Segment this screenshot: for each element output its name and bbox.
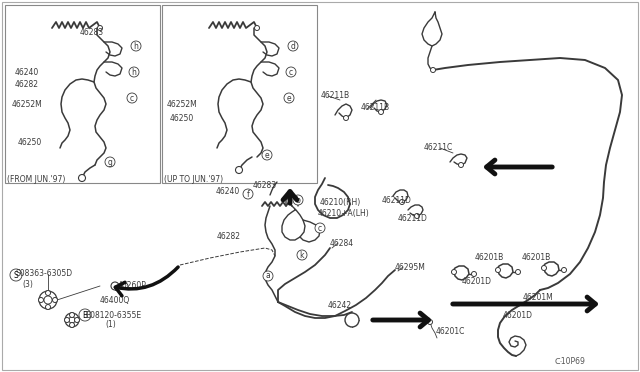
Text: S: S xyxy=(13,270,19,279)
Circle shape xyxy=(69,317,75,323)
Text: 46210+A(LH): 46210+A(LH) xyxy=(318,208,370,218)
Text: (UP TO JUN.'97): (UP TO JUN.'97) xyxy=(164,174,223,183)
Circle shape xyxy=(472,272,477,276)
Circle shape xyxy=(70,312,74,317)
Text: 46284: 46284 xyxy=(330,238,354,247)
Circle shape xyxy=(399,199,404,205)
Circle shape xyxy=(122,283,128,289)
Circle shape xyxy=(345,313,359,327)
Circle shape xyxy=(255,26,259,31)
Text: (FROM JUN.'97): (FROM JUN.'97) xyxy=(7,174,65,183)
Circle shape xyxy=(288,41,298,51)
Text: 46282: 46282 xyxy=(15,80,39,89)
Circle shape xyxy=(451,269,456,275)
Text: (3): (3) xyxy=(22,279,33,289)
Text: e: e xyxy=(287,93,291,103)
Circle shape xyxy=(297,250,307,260)
Circle shape xyxy=(431,67,435,73)
Circle shape xyxy=(38,298,44,302)
Text: g: g xyxy=(108,157,113,167)
Circle shape xyxy=(284,93,294,103)
Text: 46240: 46240 xyxy=(15,67,39,77)
Circle shape xyxy=(262,150,272,160)
Text: 46283: 46283 xyxy=(80,28,104,36)
Circle shape xyxy=(45,305,51,310)
Circle shape xyxy=(44,296,52,304)
Text: 46240: 46240 xyxy=(216,186,240,196)
Text: h: h xyxy=(132,67,136,77)
Bar xyxy=(5,5,160,183)
Text: a: a xyxy=(266,272,270,280)
Text: 46211D: 46211D xyxy=(398,214,428,222)
Text: k: k xyxy=(300,250,304,260)
Circle shape xyxy=(415,214,419,218)
Text: 46201M: 46201M xyxy=(523,292,554,301)
Circle shape xyxy=(495,267,500,273)
Circle shape xyxy=(515,269,520,275)
Text: 46211B: 46211B xyxy=(361,103,390,112)
Circle shape xyxy=(65,317,70,323)
Text: 46260P: 46260P xyxy=(118,282,147,291)
Text: c: c xyxy=(318,224,322,232)
Text: 46250: 46250 xyxy=(18,138,42,147)
Circle shape xyxy=(111,282,119,290)
Text: B08120-6355E: B08120-6355E xyxy=(85,311,141,320)
Text: 46211D: 46211D xyxy=(382,196,412,205)
Text: 46210(RH): 46210(RH) xyxy=(320,198,361,206)
Text: 46400Q: 46400Q xyxy=(100,295,131,305)
Text: c: c xyxy=(130,93,134,103)
Text: 46211B: 46211B xyxy=(321,90,350,99)
Bar xyxy=(162,5,317,183)
Text: (1): (1) xyxy=(105,321,116,330)
Text: 46252M: 46252M xyxy=(167,99,198,109)
Circle shape xyxy=(315,223,325,233)
Circle shape xyxy=(45,291,51,295)
Text: c: c xyxy=(289,67,293,77)
Circle shape xyxy=(127,93,137,103)
Circle shape xyxy=(458,163,463,167)
Text: d: d xyxy=(291,42,296,51)
Circle shape xyxy=(129,67,139,77)
Text: b: b xyxy=(296,196,300,205)
Text: 46201D: 46201D xyxy=(462,278,492,286)
Text: e: e xyxy=(265,151,269,160)
Circle shape xyxy=(131,41,141,51)
Text: 46201B: 46201B xyxy=(522,253,551,263)
Circle shape xyxy=(344,115,349,121)
Circle shape xyxy=(378,109,383,115)
Circle shape xyxy=(236,167,243,173)
Text: 46250: 46250 xyxy=(170,113,195,122)
Text: 46242: 46242 xyxy=(328,301,352,310)
Circle shape xyxy=(263,271,273,281)
Text: 46201D: 46201D xyxy=(503,311,533,321)
Circle shape xyxy=(428,320,433,324)
Text: 46282: 46282 xyxy=(217,231,241,241)
Circle shape xyxy=(39,291,57,309)
Circle shape xyxy=(70,323,74,327)
Circle shape xyxy=(561,267,566,273)
Circle shape xyxy=(105,157,115,167)
Circle shape xyxy=(286,67,296,77)
Circle shape xyxy=(293,195,303,205)
Text: 46295M: 46295M xyxy=(395,263,426,272)
Circle shape xyxy=(79,174,86,182)
Circle shape xyxy=(74,317,79,323)
Text: 46283: 46283 xyxy=(253,180,277,189)
Text: 46252M: 46252M xyxy=(12,99,43,109)
Text: S08363-6305D: S08363-6305D xyxy=(15,269,72,279)
Text: B: B xyxy=(83,311,88,320)
Text: ᑢ10P69: ᑢ10P69 xyxy=(555,357,586,366)
Circle shape xyxy=(541,266,547,270)
Text: 46201C: 46201C xyxy=(436,327,465,337)
Circle shape xyxy=(52,298,58,302)
Text: 46201B: 46201B xyxy=(475,253,504,263)
Circle shape xyxy=(97,26,102,31)
Text: f: f xyxy=(246,189,250,199)
Circle shape xyxy=(243,189,253,199)
Circle shape xyxy=(65,313,79,327)
Text: h: h xyxy=(134,42,138,51)
Text: 46211C: 46211C xyxy=(424,142,453,151)
